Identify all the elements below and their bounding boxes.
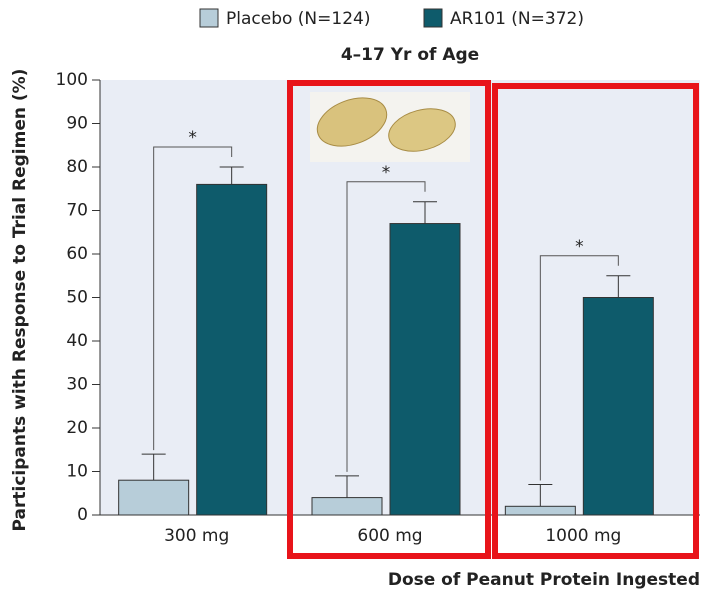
significance-label: *: [188, 128, 197, 148]
x-tick-label: 300 mg: [164, 526, 229, 546]
chart-title: 4–17 Yr of Age: [341, 45, 479, 65]
bar: [505, 506, 575, 515]
x-axis-label: Dose of Peanut Protein Ingested: [388, 570, 700, 590]
y-tick-label: 40: [66, 331, 88, 351]
y-tick-label: 30: [66, 375, 88, 395]
y-tick-label: 100: [56, 70, 88, 90]
y-tick-label: 60: [66, 244, 88, 264]
y-tick-label: 90: [66, 114, 88, 134]
legend-swatch: [200, 9, 218, 27]
bar: [390, 224, 460, 515]
x-tick-label: 600 mg: [357, 526, 422, 546]
bar: [197, 184, 267, 515]
x-tick-label: 1000 mg: [545, 526, 621, 546]
decoration-peanuts: [310, 89, 470, 162]
chart: 4–17 Yr of Age Participants with Respons…: [0, 0, 711, 594]
legend-label: Placebo (N=124): [226, 9, 370, 29]
y-tick-label: 50: [66, 288, 88, 308]
significance-label: *: [382, 163, 391, 183]
bar: [583, 298, 653, 516]
y-tick-label: 20: [66, 418, 88, 438]
legend-swatch: [424, 9, 442, 27]
y-tick-label: 70: [66, 201, 88, 221]
legend-label: AR101 (N=372): [450, 9, 584, 29]
significance-label: *: [575, 237, 584, 257]
y-tick-label: 0: [77, 505, 88, 525]
y-axis-label: Participants with Response to Trial Regi…: [10, 69, 30, 532]
y-tick-label: 10: [66, 462, 88, 482]
bar: [312, 498, 382, 515]
bar: [119, 480, 189, 515]
y-tick-label: 80: [66, 157, 88, 177]
